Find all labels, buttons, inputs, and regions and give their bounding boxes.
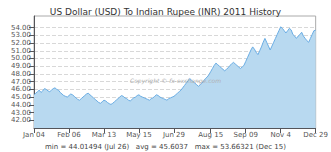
- svg-text:43.00: 43.00: [11, 109, 31, 117]
- svg-text:51.00: 51.00: [11, 47, 31, 55]
- svg-text:50.00: 50.00: [11, 54, 31, 62]
- svg-text:Jun 29: Jun 29: [162, 131, 185, 139]
- svg-text:48.00: 48.00: [11, 70, 31, 78]
- svg-text:Dec 29: Dec 29: [303, 131, 328, 139]
- svg-text:45.00: 45.00: [11, 93, 31, 101]
- svg-text:Jan 04: Jan 04: [22, 131, 45, 139]
- svg-text:Feb 06: Feb 06: [57, 131, 81, 139]
- svg-text:53.00: 53.00: [11, 31, 31, 39]
- svg-text:Sep 09: Sep 09: [234, 131, 258, 139]
- svg-text:54.00: 54.00: [11, 24, 31, 32]
- svg-text:47.00: 47.00: [11, 78, 31, 86]
- svg-text:49.00: 49.00: [11, 62, 31, 70]
- svg-text:42.00: 42.00: [11, 116, 31, 124]
- svg-text:52.00: 52.00: [11, 39, 31, 47]
- svg-text:Nov 4: Nov 4: [271, 131, 292, 139]
- svg-text:Copyright © fx-exchange.com: Copyright © fx-exchange.com: [130, 77, 221, 85]
- svg-text:Aug 15: Aug 15: [198, 131, 223, 139]
- svg-text:US Dollar (USD) To Indian Rupe: US Dollar (USD) To Indian Rupee (INR) 20…: [50, 7, 282, 17]
- svg-text:May 15: May 15: [126, 131, 152, 139]
- svg-text:min = 44.01494 (Jul 26) avg: min = 44.01494 (Jul 26) avg = 45.6037 ma…: [45, 143, 286, 151]
- svg-text:46.00: 46.00: [11, 85, 31, 93]
- svg-text:44.00: 44.00: [11, 101, 31, 109]
- svg-text:Mar 13: Mar 13: [92, 131, 116, 139]
